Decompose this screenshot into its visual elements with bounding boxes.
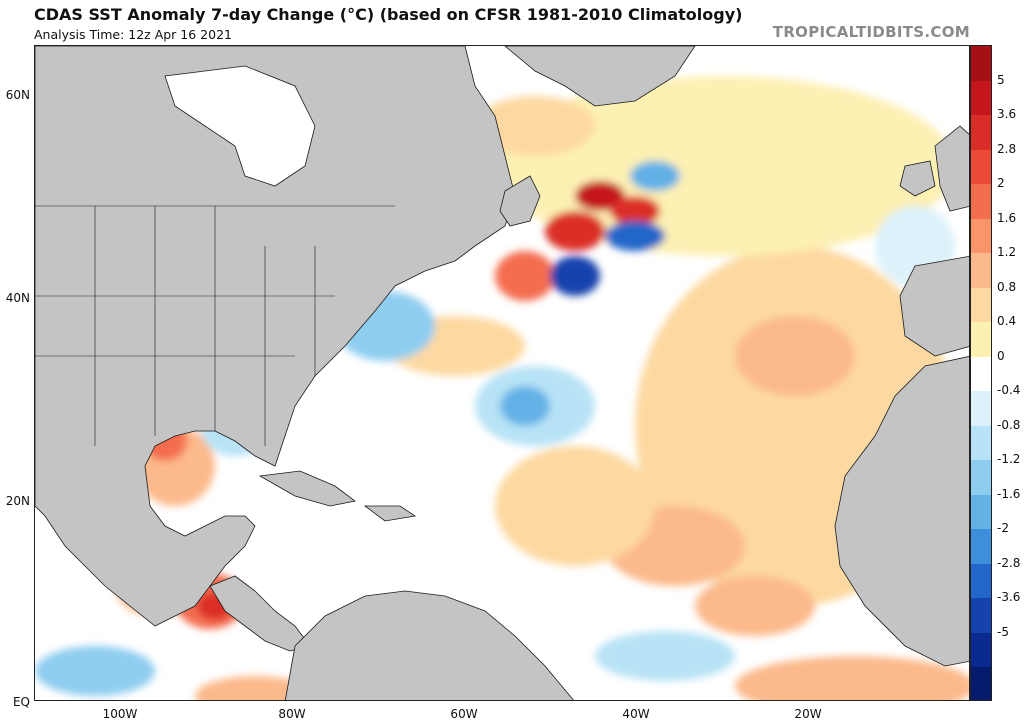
colorbar-segment (971, 529, 991, 564)
colorbar-label: -2.8 (997, 555, 1021, 570)
colorbar-label: -0.8 (997, 417, 1021, 432)
anomaly-warm (195, 676, 315, 700)
colorbar-segment (971, 563, 991, 599)
colorbar-segment (971, 667, 991, 700)
colorbar-segment (971, 80, 991, 116)
colorbar-segment (971, 391, 991, 426)
lon-label-100w: 100W (102, 707, 138, 721)
anomaly-warm (695, 576, 815, 636)
anomaly-field (35, 76, 969, 700)
newfoundland-land (499, 175, 541, 227)
lon-label-60w: 60W (450, 707, 478, 721)
colorbar-label: 0 (997, 348, 1005, 363)
anomaly-warm (575, 181, 625, 211)
colorbar-label: -2 (997, 521, 1009, 536)
colorbar-label: 0.8 (997, 279, 1017, 294)
colorbar-segment (971, 253, 991, 288)
land (35, 46, 969, 700)
colorbar-segment (971, 356, 991, 392)
analysis-time: Analysis Time: 12z Apr 16 2021 (34, 27, 232, 42)
colorbar-segment (971, 460, 991, 495)
anomaly-warm (735, 656, 969, 700)
colorbar-label: 2.8 (997, 141, 1017, 156)
colorbar-label: -0.4 (997, 383, 1021, 398)
anomaly-cool (595, 631, 735, 681)
colorbar (970, 45, 992, 701)
hispaniola-land (363, 505, 417, 522)
lat-label-eq: EQ (12, 695, 30, 709)
colorbar-label: -3.6 (997, 590, 1021, 605)
ireland-land (899, 160, 936, 197)
colorbar-segment (971, 287, 991, 323)
anomaly-warm (495, 251, 555, 301)
colorbar-segment (971, 149, 991, 185)
cuba-land (258, 470, 356, 507)
colorbar-segment (971, 218, 991, 254)
south-america-land (284, 590, 574, 700)
political-borders (35, 205, 395, 446)
lon-label-20w: 20W (794, 707, 822, 721)
anomaly-cool (550, 256, 600, 296)
colorbar-label: 1.6 (997, 210, 1017, 225)
lon-label-80w: 80W (278, 707, 306, 721)
greenland-land (504, 46, 696, 107)
uk-land (934, 125, 969, 212)
map-title: CDAS SST Anomaly 7-day Change (°C) (base… (34, 5, 743, 24)
anomaly-warm (735, 316, 855, 396)
anomaly-cool (35, 646, 155, 696)
colorbar-label: 2 (997, 176, 1005, 191)
anomaly-cool (630, 161, 680, 191)
colorbar-segment (971, 322, 991, 357)
anomaly-warm (475, 96, 595, 156)
lat-label-40n: 40N (5, 291, 30, 305)
north-america-land (35, 46, 516, 627)
anomaly-cool (500, 386, 550, 426)
colorbar-segment (971, 632, 991, 668)
colorbar-segment (971, 598, 991, 633)
lat-label-20n: 20N (5, 494, 30, 508)
site-brand: TROPICALTIDBITS.COM (772, 23, 970, 41)
colorbar-label: -5 (997, 624, 1009, 639)
lat-label-60n: 60N (5, 88, 30, 102)
anomaly-warm (495, 446, 655, 566)
africa-land (834, 356, 969, 667)
colorbar-segment (971, 46, 991, 81)
colorbar-segment (971, 115, 991, 150)
map-canvas (35, 46, 969, 700)
colorbar-label: -1.2 (997, 452, 1021, 467)
colorbar-segment (971, 184, 991, 219)
anomaly-warm (610, 196, 660, 226)
hudson-bay-water (164, 65, 316, 187)
colorbar-label: 1.2 (997, 245, 1017, 260)
anomaly-warm (545, 211, 605, 251)
colorbar-label: 3.6 (997, 107, 1017, 122)
colorbar-label: 0.4 (997, 314, 1017, 329)
sst-map[interactable] (34, 45, 970, 701)
europe-land (899, 255, 969, 357)
colorbar-segment (971, 494, 991, 530)
colorbar-label: 5 (997, 72, 1005, 87)
colorbar-label: -1.6 (997, 486, 1021, 501)
anomaly-cool (605, 221, 665, 251)
colorbar-segment (971, 425, 991, 461)
lon-label-40w: 40W (622, 707, 650, 721)
